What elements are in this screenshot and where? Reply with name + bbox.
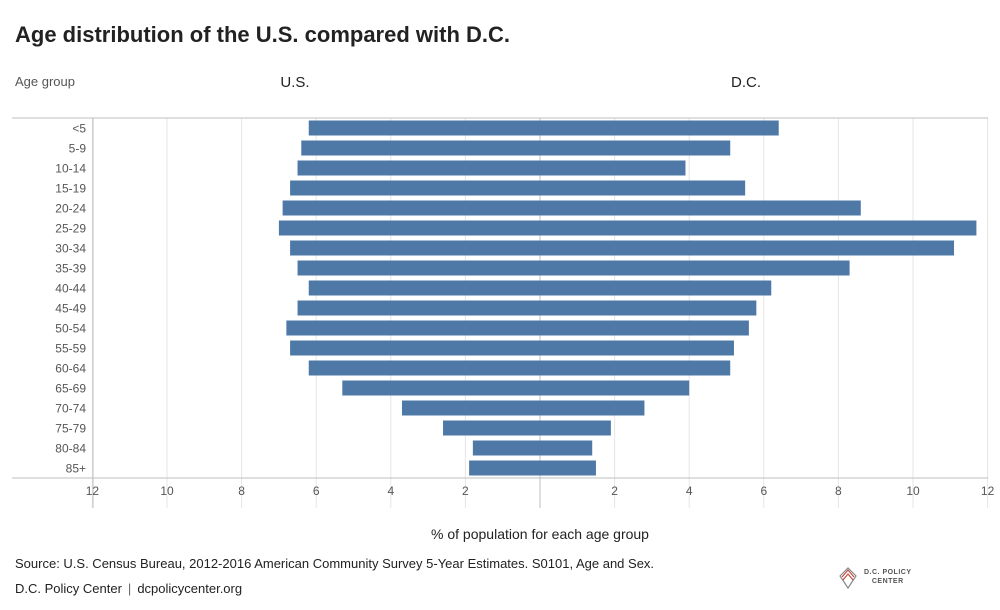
- bar-dc: [540, 140, 731, 156]
- logo-line2: CENTER: [871, 578, 904, 585]
- chart-title: Age distribution of the U.S. compared wi…: [15, 22, 511, 47]
- bar-us: [308, 280, 540, 296]
- bar-dc: [540, 440, 593, 456]
- category-label: 60-64: [55, 362, 86, 376]
- category-label: 30-34: [55, 242, 86, 256]
- bar-us: [472, 440, 540, 456]
- bar-us: [290, 180, 540, 196]
- category-label: 55-59: [55, 342, 86, 356]
- tick-label-left: 12: [86, 484, 100, 498]
- tick-label-left: 2: [462, 484, 469, 498]
- tick-label-left: 8: [238, 484, 245, 498]
- category-label: 45-49: [55, 302, 86, 316]
- bar-dc: [540, 400, 645, 416]
- bar-dc: [540, 220, 977, 236]
- category-label: <5: [72, 122, 86, 136]
- bar-us: [308, 120, 540, 136]
- bar-dc: [540, 300, 757, 316]
- bar-dc: [540, 460, 596, 476]
- row-header: Age group: [15, 74, 75, 89]
- x-axis-title: % of population for each age group: [431, 526, 649, 542]
- dc-map-icon: [839, 567, 857, 590]
- bar-us: [290, 340, 540, 356]
- bar-us: [282, 200, 540, 216]
- bar-dc: [540, 180, 746, 196]
- tick-label-right: 6: [760, 484, 767, 498]
- bar-us: [297, 160, 540, 176]
- category-label: 85+: [66, 462, 86, 476]
- series-label-us: U.S.: [280, 74, 309, 91]
- tick-label-left: 10: [160, 484, 174, 498]
- bar-us: [286, 320, 540, 336]
- bar-dc: [540, 420, 611, 436]
- bar-us: [469, 460, 540, 476]
- footer: D.C. Policy Center | dcpolicycenter.org: [15, 581, 242, 596]
- tick-label-left: 6: [313, 484, 320, 498]
- bar-dc: [540, 200, 861, 216]
- bar-dc: [540, 360, 731, 376]
- bar-us: [278, 220, 540, 236]
- category-label: 15-19: [55, 182, 86, 196]
- bar-us: [290, 240, 540, 256]
- bar-dc: [540, 280, 772, 296]
- tick-label-right: 10: [906, 484, 920, 498]
- footer-separator: |: [127, 581, 132, 596]
- bar-dc: [540, 340, 734, 356]
- footer-org: D.C. Policy Center: [15, 581, 122, 596]
- bar-us: [401, 400, 540, 416]
- category-label: 70-74: [55, 402, 86, 416]
- category-label: 40-44: [55, 282, 86, 296]
- population-pyramid-chart: Age group U.S. D.C. <5 5-9 10-14 15-19 20-24 25-…: [12, 74, 995, 542]
- bar-dc: [540, 240, 955, 256]
- source-note: Source: U.S. Census Bureau, 2012-2016 Am…: [15, 556, 655, 571]
- bar-dc: [540, 160, 686, 176]
- category-label: 80-84: [55, 442, 86, 456]
- category-label: 50-54: [55, 322, 86, 336]
- logo-line1: D.C. POLICY: [864, 569, 912, 576]
- logo-text: D.C. POLICY CENTER: [864, 568, 912, 586]
- category-label: 25-29: [55, 222, 86, 236]
- footer-url[interactable]: dcpolicycenter.org: [137, 581, 243, 596]
- series-label-dc: D.C.: [731, 74, 761, 91]
- bar-us: [443, 420, 540, 436]
- bar-dc: [540, 120, 779, 136]
- tick-label-left: 4: [387, 484, 394, 498]
- bar-us: [301, 140, 540, 156]
- bar-dc: [540, 320, 749, 336]
- category-label: 10-14: [55, 162, 86, 176]
- bar-us: [342, 380, 540, 396]
- category-label: 75-79: [55, 422, 86, 436]
- tick-label-right: 2: [611, 484, 618, 498]
- tick-label-right: 12: [981, 484, 995, 498]
- category-label: 65-69: [55, 382, 86, 396]
- bar-dc: [540, 260, 850, 276]
- category-label: 35-39: [55, 262, 86, 276]
- category-label: 20-24: [55, 202, 86, 216]
- bar-us: [297, 300, 540, 316]
- bar-us: [308, 360, 540, 376]
- tick-label-right: 4: [686, 484, 693, 498]
- bar-dc: [540, 380, 690, 396]
- category-label: 5-9: [69, 142, 87, 156]
- tick-label-right: 8: [835, 484, 842, 498]
- bar-us: [297, 260, 540, 276]
